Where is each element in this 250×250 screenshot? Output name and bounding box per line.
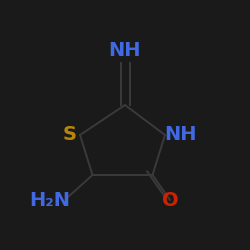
Text: NH: NH (109, 40, 141, 60)
Text: S: S (63, 126, 77, 144)
Text: O: O (162, 190, 178, 210)
Text: H₂N: H₂N (30, 190, 70, 210)
Text: NH: NH (164, 126, 196, 144)
